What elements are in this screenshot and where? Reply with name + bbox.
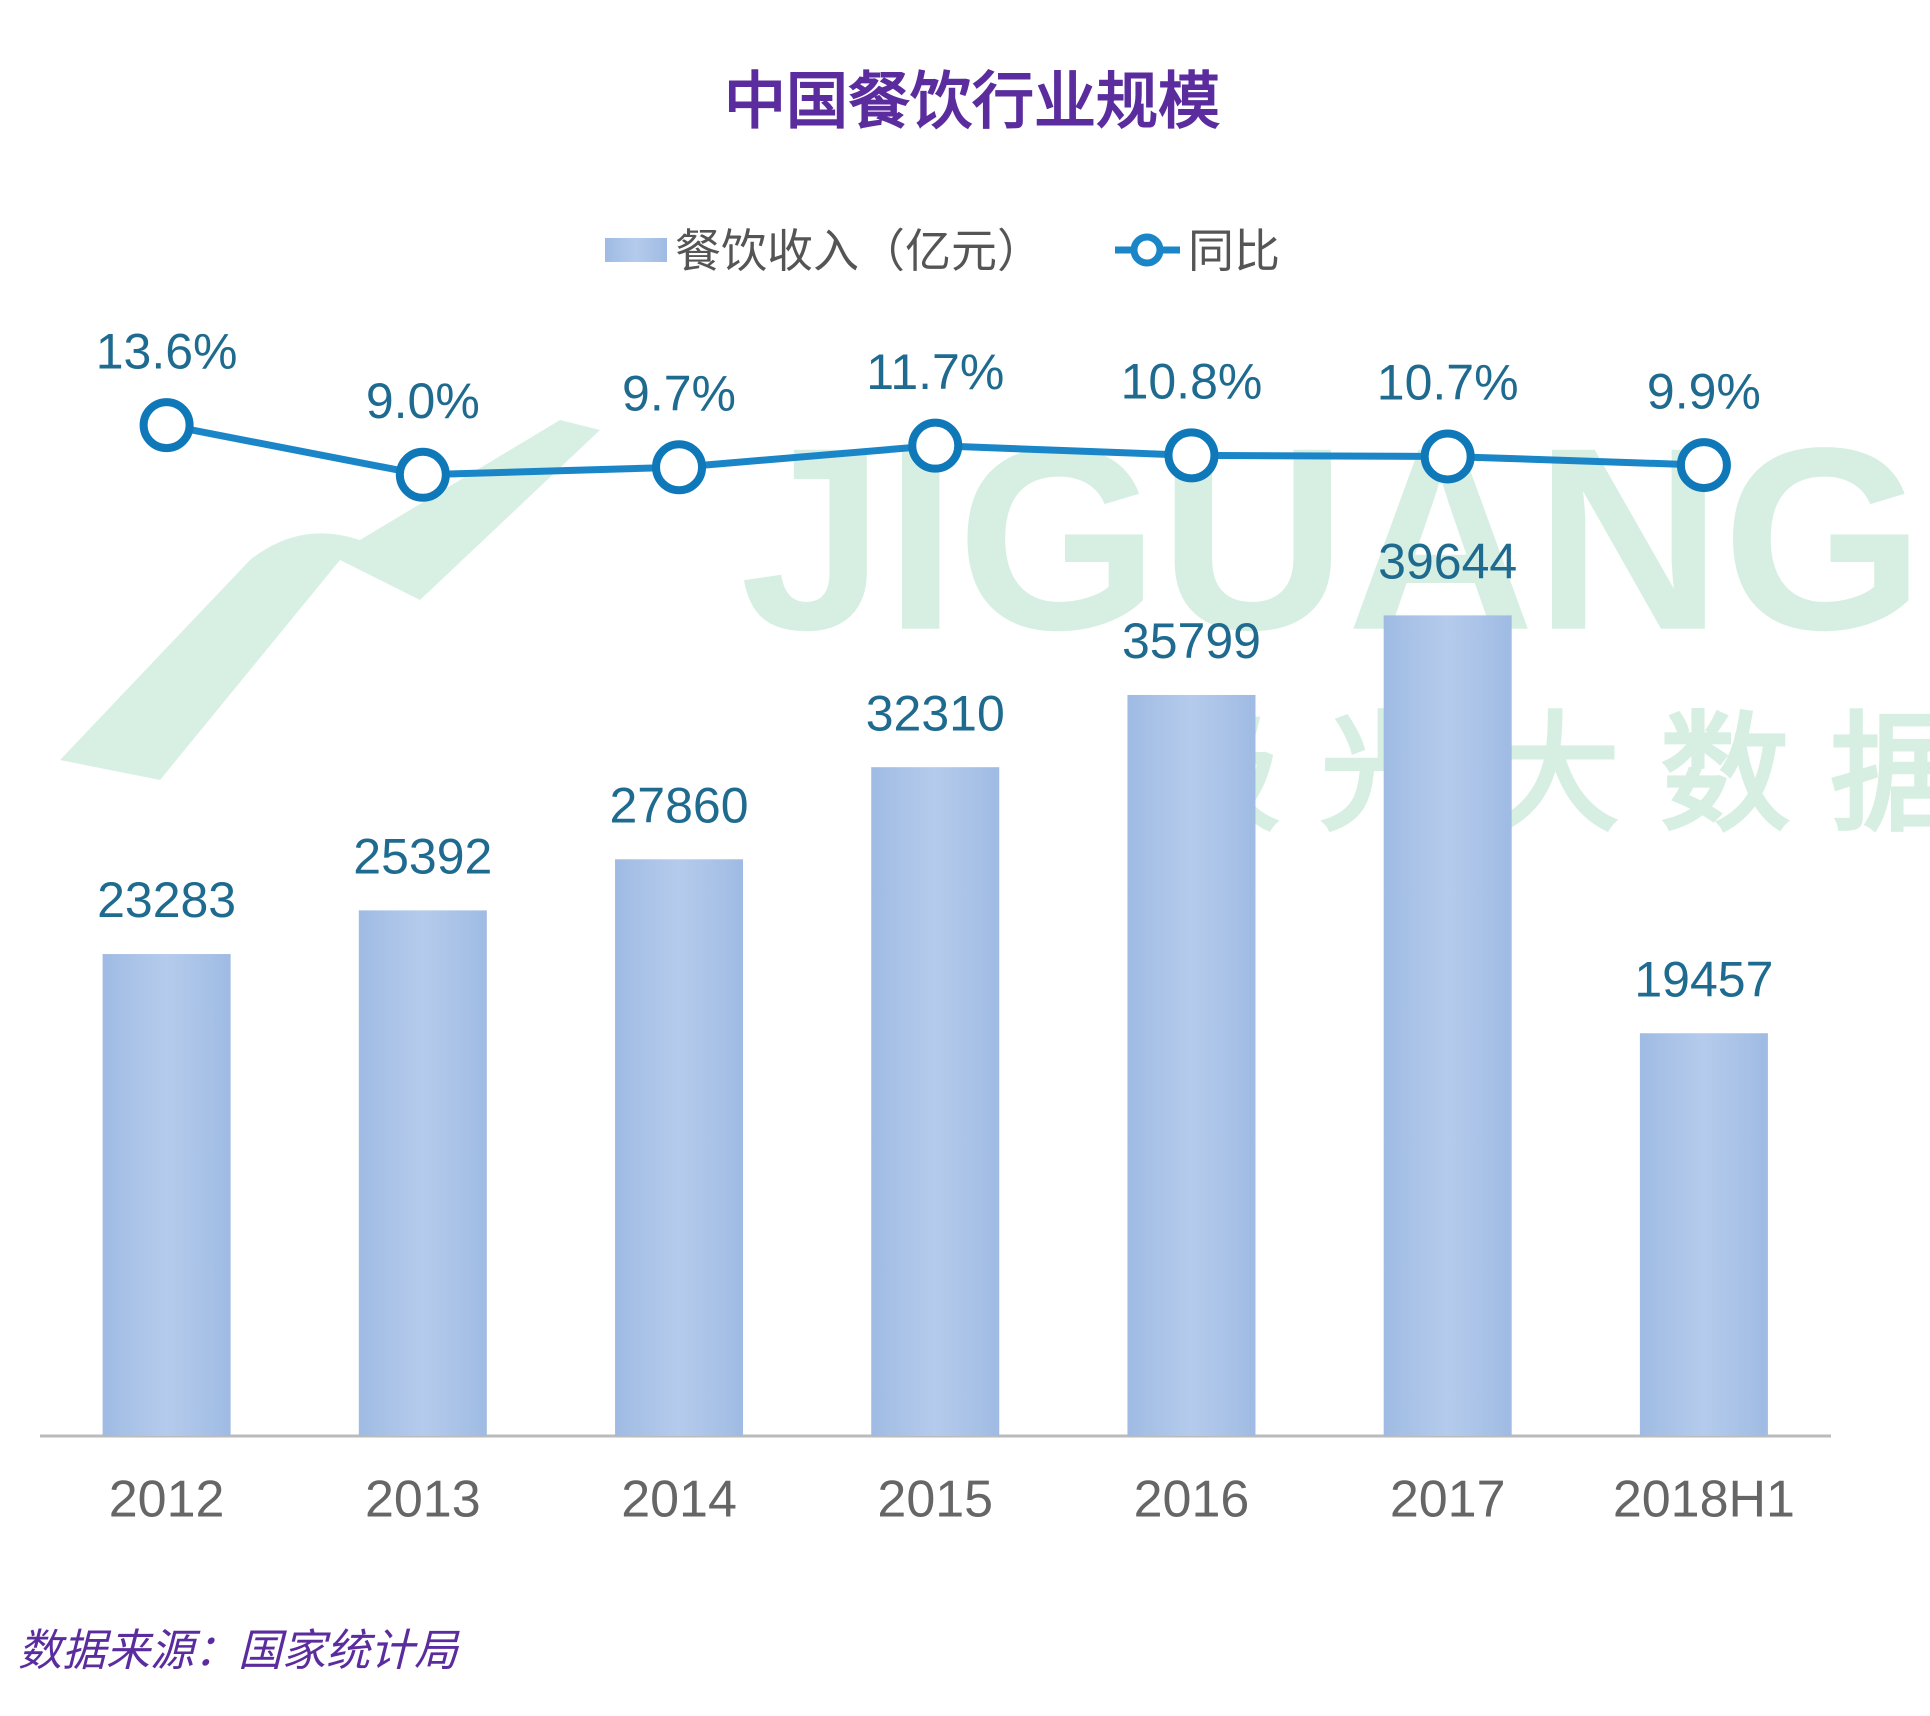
- watermark-logo: [60, 420, 600, 780]
- x-tick-label: 2018H1: [1613, 1471, 1795, 1529]
- bar: [102, 954, 231, 1436]
- bar: [871, 767, 1000, 1436]
- bar: [615, 859, 744, 1436]
- line-marker: [139, 398, 194, 453]
- value-label: 32310: [866, 685, 1005, 741]
- value-label: 27860: [610, 778, 749, 834]
- watermark-text: 极光大数据: [1150, 701, 1930, 847]
- value-label: 10.7%: [1377, 355, 1519, 411]
- value-label: 39644: [1378, 534, 1517, 590]
- source-note: 数据来源：国家统计局: [18, 1627, 460, 1676]
- legend: 餐饮收入（亿元） 同比: [605, 225, 1280, 277]
- x-tick-label: 2013: [365, 1471, 481, 1529]
- x-tick-label: 2016: [1134, 1471, 1250, 1529]
- chart-title: 中国餐饮行业规模: [724, 67, 1220, 136]
- value-label: 9.9%: [1647, 363, 1761, 419]
- value-label: 9.7%: [622, 365, 736, 421]
- bar: [1127, 694, 1256, 1436]
- value-label: 25392: [353, 829, 492, 885]
- x-tick-label: 2012: [109, 1471, 225, 1529]
- value-label: 9.0%: [366, 373, 480, 429]
- value-label: 10.8%: [1121, 354, 1263, 410]
- legend-swatch: [605, 238, 667, 262]
- bar: [1383, 615, 1512, 1436]
- value-label: 11.7%: [866, 344, 1004, 400]
- line-marker: [1164, 428, 1219, 483]
- x-tick-label: 2017: [1390, 1471, 1506, 1529]
- value-label: 13.6%: [96, 323, 238, 379]
- line-marker: [652, 440, 707, 495]
- value-label: 35799: [1122, 613, 1261, 669]
- legend-label: 餐饮收入（亿元）: [675, 225, 1043, 277]
- line-marker: [1676, 438, 1731, 493]
- line-marker: [908, 418, 963, 473]
- value-label: 23283: [97, 872, 236, 928]
- value-label: 19457: [1634, 951, 1773, 1007]
- line-marker: [1420, 429, 1475, 484]
- line-marker: [395, 447, 450, 502]
- bar: [358, 910, 487, 1436]
- bar: [1639, 1033, 1768, 1436]
- legend-marker: [1130, 233, 1164, 267]
- legend-label: 同比: [1188, 225, 1280, 277]
- x-tick-label: 2015: [877, 1471, 993, 1529]
- x-tick-label: 2014: [621, 1471, 737, 1529]
